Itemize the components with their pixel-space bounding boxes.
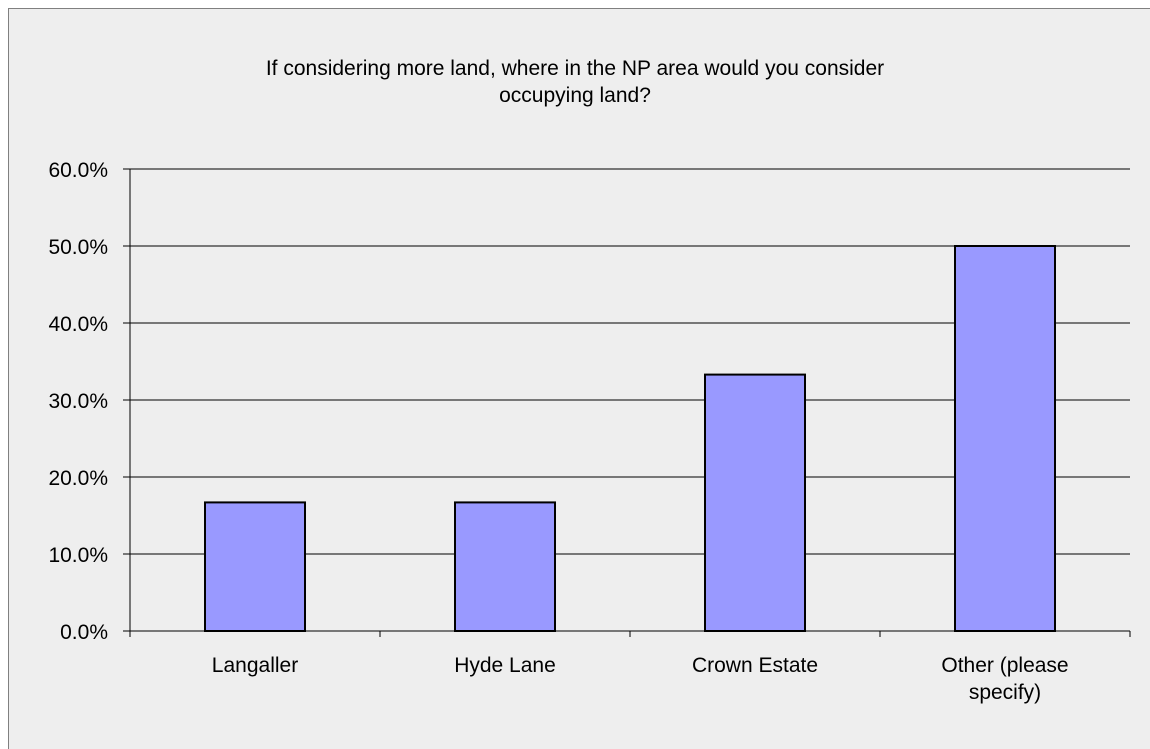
chart-title: If considering more land, where in the N… — [0, 55, 1150, 109]
y-tick-label: 30.0% — [48, 390, 108, 413]
bar — [704, 373, 806, 632]
x-category-label: Other (please — [941, 654, 1068, 677]
y-tick-label: 10.0% — [48, 544, 108, 567]
bar — [204, 501, 306, 632]
y-tick-label: 0.0% — [60, 621, 108, 644]
y-tick-labels: 0.0% 10.0% 20.0% 30.0% 40.0% 50.0% 60.0% — [48, 159, 108, 644]
bar — [454, 501, 556, 632]
y-tick-label: 20.0% — [48, 467, 108, 490]
chart-title-line-2: occupying land? — [499, 84, 651, 107]
y-tick-label: 60.0% — [48, 159, 108, 182]
x-category-label: Hyde Lane — [454, 654, 556, 677]
x-category-label: Langaller — [212, 654, 298, 677]
bar — [954, 245, 1056, 632]
axes — [123, 168, 1131, 637]
chart-title-line-1: If considering more land, where in the N… — [265, 57, 885, 80]
bars — [204, 245, 1056, 632]
y-tick-label: 50.0% — [48, 236, 108, 259]
x-category-label: Crown Estate — [692, 654, 818, 677]
y-tick-label: 40.0% — [48, 313, 108, 336]
x-category-label: specify) — [969, 681, 1041, 704]
x-tick-labels: Langaller Hyde Lane Crown Estate Other (ple… — [212, 654, 1069, 704]
